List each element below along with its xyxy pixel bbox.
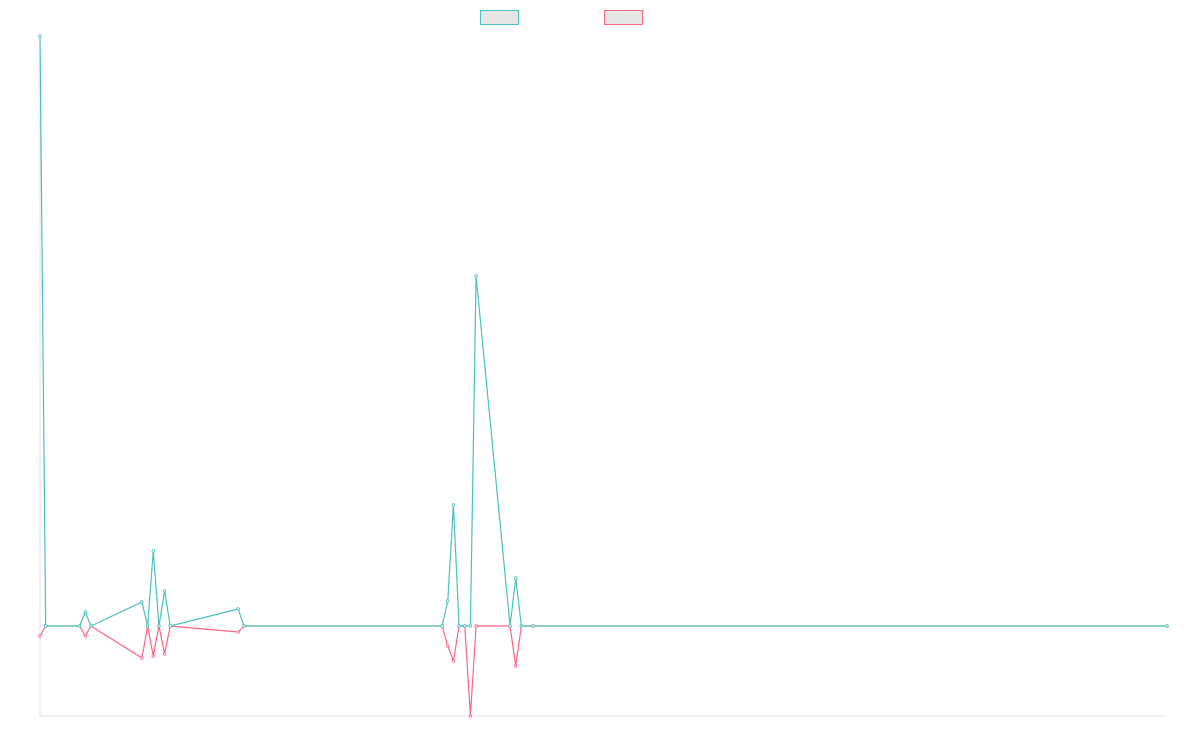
series-1-point[interactable] bbox=[514, 576, 518, 580]
series-1-point[interactable] bbox=[508, 624, 512, 628]
series-1-point[interactable] bbox=[168, 624, 172, 628]
series-2-point[interactable] bbox=[38, 634, 42, 638]
series-2-point[interactable] bbox=[151, 654, 155, 658]
series-1-point[interactable] bbox=[236, 607, 240, 611]
series-1-point[interactable] bbox=[38, 34, 42, 38]
series-2-line bbox=[39, 625, 1167, 717]
series-2 bbox=[38, 624, 1169, 718]
series-1-line bbox=[39, 35, 1167, 627]
series-2-point[interactable] bbox=[468, 714, 473, 718]
series-1-point[interactable] bbox=[468, 624, 473, 628]
legend-swatch bbox=[604, 9, 643, 25]
series-1-point[interactable] bbox=[140, 600, 144, 604]
series-1-point[interactable] bbox=[446, 599, 450, 603]
series-1-point[interactable] bbox=[519, 624, 524, 628]
series-1-point[interactable] bbox=[83, 610, 88, 614]
series-1-point[interactable] bbox=[463, 624, 467, 628]
series-2-point[interactable] bbox=[514, 664, 518, 668]
legend-item-2[interactable] bbox=[604, 9, 649, 25]
series-1-point[interactable] bbox=[151, 549, 155, 553]
series-2-point[interactable] bbox=[140, 656, 144, 660]
series-1-point[interactable] bbox=[77, 624, 82, 628]
series-2-point[interactable] bbox=[83, 634, 88, 638]
legend-item-1[interactable] bbox=[480, 9, 525, 25]
legend-swatch bbox=[480, 9, 519, 25]
series-2-point[interactable] bbox=[474, 624, 478, 628]
series-1-point[interactable] bbox=[157, 624, 161, 628]
series-1-point[interactable] bbox=[162, 589, 167, 593]
series-2-point[interactable] bbox=[446, 644, 450, 648]
series-1 bbox=[38, 34, 1169, 628]
series-1-point[interactable] bbox=[242, 624, 246, 628]
legend bbox=[0, 9, 1200, 27]
series-1-point[interactable] bbox=[457, 624, 461, 628]
series-2-point[interactable] bbox=[451, 659, 456, 663]
series-1-point[interactable] bbox=[474, 274, 478, 278]
series-1-point[interactable] bbox=[451, 503, 456, 507]
series-1-point[interactable] bbox=[43, 624, 48, 628]
series-1-point[interactable] bbox=[1165, 624, 1169, 628]
series-2-point[interactable] bbox=[162, 652, 167, 656]
series-1-point[interactable] bbox=[531, 624, 535, 628]
series-1-point[interactable] bbox=[440, 624, 444, 628]
series-1-point[interactable] bbox=[89, 624, 93, 628]
series-1-point[interactable] bbox=[145, 624, 150, 628]
series-2-point[interactable] bbox=[236, 630, 240, 634]
